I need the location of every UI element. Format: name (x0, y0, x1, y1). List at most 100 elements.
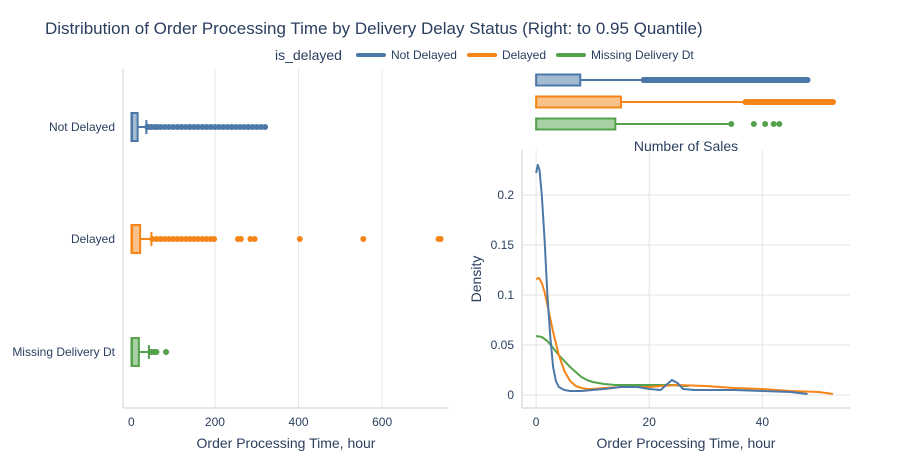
box-not-delayed (130, 112, 269, 142)
outlier-point (195, 236, 202, 242)
outlier-point (224, 124, 231, 130)
density-line-not-delayed (535, 164, 808, 395)
legend-swatch (466, 53, 497, 57)
density-line-missing-delivery-dt (535, 335, 689, 387)
outlier-point (257, 124, 264, 130)
x-tick-label: 0 (128, 415, 135, 429)
outlier-point (247, 236, 254, 242)
x-axis-title: Order Processing Time, hour (197, 435, 376, 451)
x-tick-label: 400 (289, 415, 309, 429)
outlier-point (165, 236, 172, 242)
y-tick-label: 0.05 (491, 338, 515, 352)
outlier-point (161, 236, 168, 242)
x-tick-label: 40 (756, 415, 770, 429)
outlier-point (186, 124, 193, 130)
marginal-box-not-delayed (535, 73, 811, 87)
outlier-point (163, 349, 170, 355)
outlier-point (174, 124, 181, 130)
box-body (535, 95, 622, 109)
y-axis-title: Density (468, 256, 484, 303)
outlier-point (199, 124, 206, 130)
outlier-point (762, 121, 769, 127)
outlier-point (211, 124, 218, 130)
x-tick-label: 0 (533, 415, 540, 429)
outlier-point (157, 124, 164, 130)
outlier-point (149, 236, 156, 242)
legend-swatch (556, 53, 587, 57)
outlier-point (170, 124, 177, 130)
outlier-point (251, 236, 258, 242)
outlier-point (165, 124, 172, 130)
y-tick-label: 0.15 (491, 238, 515, 252)
marginal-box-delayed (535, 95, 837, 109)
legend-item-delayed[interactable]: Delayed (466, 48, 547, 62)
outlier-point (186, 236, 193, 242)
legend-item-missing-delivery-dt[interactable]: Missing Delivery Dt (556, 48, 694, 62)
outlier-point (360, 236, 367, 242)
legend-label: Missing Delivery Dt (591, 48, 694, 62)
outlier-point (728, 121, 735, 127)
outlier-point (207, 124, 214, 130)
outlier-point (161, 124, 168, 130)
legend-item-not-delayed[interactable]: Not Delayed (355, 48, 457, 62)
legend-swatch (355, 53, 386, 57)
outlier-point (157, 236, 164, 242)
outlier-point (203, 124, 210, 130)
outlier-point (296, 236, 303, 242)
outlier-point (232, 124, 239, 130)
outlier-point (750, 121, 757, 127)
outlier-point (770, 121, 777, 127)
outlier-point (220, 124, 227, 130)
y-category-label: Not Delayed (49, 120, 115, 134)
outlier-point (211, 236, 218, 242)
density-panel: 0 0.05 0.1 0.15 0.2 0 20 40 Number of Sales Order… (468, 138, 850, 451)
outlier-point (249, 124, 256, 130)
outlier-point (153, 236, 160, 242)
outlier-point (216, 124, 223, 130)
x-tick-label: 20 (643, 415, 657, 429)
outlier-point (174, 236, 181, 242)
outlier-point (241, 124, 248, 130)
x-tick-label: 200 (205, 415, 225, 429)
outlier-point (178, 236, 185, 242)
outlier-point (191, 124, 198, 130)
box-missing-delivery-dt (130, 337, 170, 367)
outlier-point (203, 236, 210, 242)
outlier-point (178, 124, 185, 130)
outlier-point (182, 236, 189, 242)
outlier-point (262, 124, 269, 130)
outlier-point (195, 124, 202, 130)
subplot-title: Number of Sales (634, 138, 738, 154)
box-panel-left: 0 200 400 600 Not Delayed Delayed Missing Deli… (12, 69, 449, 451)
x-axis-title: Order Processing Time, hour (597, 435, 776, 451)
outlier-point (245, 124, 252, 130)
box-delayed (130, 224, 444, 254)
y-tick-label: 0.1 (497, 288, 514, 302)
outlier-point (776, 121, 783, 127)
outlier-point (153, 349, 160, 355)
box-panel-marginal (535, 73, 837, 131)
legend-label: Delayed (501, 48, 547, 62)
legend-label: Not Delayed (390, 48, 457, 62)
y-category-label: Delayed (71, 232, 115, 246)
legend-title: is_delayed (275, 47, 342, 63)
page-title: Distribution of Order Processing Time by… (45, 19, 703, 38)
outlier-point (237, 236, 244, 242)
box-body (535, 117, 617, 131)
outlier-point (437, 236, 444, 242)
outlier-point (170, 236, 177, 242)
outlier-point (237, 124, 244, 130)
outlier-point (253, 124, 260, 130)
outlier-point (228, 124, 235, 130)
y-tick-label: 0 (507, 388, 514, 402)
outlier-point (182, 124, 189, 130)
y-tick-label: 0.2 (497, 188, 514, 202)
legend: is_delayed Not Delayed Delayed Missing D… (275, 45, 704, 65)
outlier-point (191, 236, 198, 242)
x-tick-label: 600 (372, 415, 392, 429)
outlier-point (199, 236, 206, 242)
marginal-box-missing-delivery-dt (535, 117, 783, 131)
box-body (535, 73, 582, 87)
y-category-label: Missing Delivery Dt (12, 345, 115, 359)
